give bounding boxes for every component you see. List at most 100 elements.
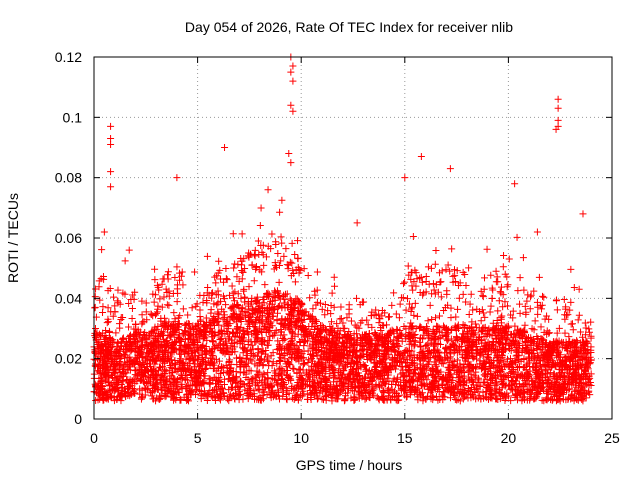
data-point bbox=[520, 389, 528, 397]
data-point bbox=[516, 274, 524, 282]
data-point bbox=[91, 293, 99, 301]
data-point bbox=[427, 264, 435, 272]
data-points bbox=[90, 53, 595, 405]
data-point bbox=[531, 317, 539, 325]
data-point bbox=[138, 386, 146, 394]
data-point bbox=[540, 293, 548, 301]
data-point bbox=[203, 252, 211, 260]
data-point bbox=[526, 342, 534, 350]
data-point bbox=[520, 286, 528, 294]
data-point bbox=[312, 301, 320, 309]
data-point bbox=[199, 298, 207, 306]
data-point bbox=[291, 251, 299, 259]
data-point bbox=[347, 317, 355, 325]
data-point bbox=[432, 314, 440, 322]
data-point bbox=[99, 309, 107, 317]
data-point bbox=[448, 245, 456, 253]
data-point bbox=[314, 394, 322, 402]
data-point bbox=[96, 395, 104, 403]
data-point bbox=[266, 332, 274, 340]
data-point bbox=[434, 323, 442, 331]
data-point bbox=[165, 301, 173, 309]
data-point bbox=[222, 301, 230, 309]
data-point bbox=[481, 339, 489, 347]
data-point bbox=[202, 350, 210, 358]
data-point bbox=[465, 311, 473, 319]
data-point bbox=[255, 386, 263, 394]
data-point bbox=[212, 279, 220, 287]
data-point bbox=[519, 254, 527, 262]
data-point bbox=[316, 299, 324, 307]
data-point bbox=[516, 300, 524, 308]
data-point bbox=[437, 293, 445, 301]
data-point bbox=[214, 269, 222, 277]
data-point bbox=[345, 301, 353, 309]
data-point bbox=[278, 239, 286, 247]
data-point bbox=[274, 250, 282, 258]
data-point bbox=[455, 294, 463, 302]
data-point bbox=[555, 324, 563, 332]
data-point bbox=[372, 330, 380, 338]
data-point bbox=[353, 294, 361, 302]
data-point bbox=[125, 299, 133, 307]
data-point bbox=[424, 372, 432, 380]
data-point bbox=[177, 272, 185, 280]
data-point bbox=[404, 262, 412, 270]
data-point bbox=[277, 257, 285, 265]
data-point bbox=[566, 306, 574, 314]
data-point bbox=[230, 264, 238, 272]
data-point bbox=[138, 320, 146, 328]
data-point bbox=[454, 305, 462, 313]
data-point bbox=[111, 308, 119, 316]
data-point bbox=[238, 230, 246, 238]
data-point bbox=[575, 311, 583, 319]
data-point bbox=[275, 278, 283, 286]
data-point bbox=[497, 289, 505, 297]
data-point bbox=[256, 222, 264, 230]
data-point bbox=[276, 208, 284, 216]
data-point bbox=[453, 323, 461, 331]
data-point bbox=[429, 280, 437, 288]
data-point bbox=[248, 357, 256, 365]
data-point bbox=[528, 376, 536, 384]
data-point bbox=[394, 392, 402, 400]
data-point bbox=[479, 292, 487, 300]
data-point bbox=[289, 364, 297, 372]
data-point bbox=[251, 323, 259, 331]
data-point bbox=[162, 285, 170, 293]
data-point bbox=[411, 299, 419, 307]
data-point bbox=[214, 287, 222, 295]
data-point bbox=[486, 308, 494, 316]
data-point bbox=[561, 329, 569, 337]
data-point bbox=[96, 296, 104, 304]
data-point bbox=[499, 303, 507, 311]
data-point bbox=[585, 328, 593, 336]
data-point bbox=[509, 314, 517, 322]
data-point bbox=[138, 297, 146, 305]
data-point bbox=[272, 238, 280, 246]
data-point bbox=[378, 394, 386, 402]
data-point bbox=[539, 292, 547, 300]
data-point bbox=[309, 305, 317, 313]
data-point bbox=[581, 319, 589, 327]
data-point bbox=[277, 233, 285, 241]
data-point bbox=[515, 362, 523, 370]
data-point bbox=[237, 378, 245, 386]
data-point bbox=[142, 299, 150, 307]
data-point bbox=[570, 283, 578, 291]
data-point bbox=[416, 342, 424, 350]
data-point bbox=[164, 268, 172, 276]
data-point bbox=[209, 289, 217, 297]
data-point bbox=[446, 353, 454, 361]
data-point bbox=[409, 286, 417, 294]
data-point bbox=[399, 294, 407, 302]
data-point bbox=[233, 301, 241, 309]
data-point bbox=[156, 295, 164, 303]
data-point bbox=[103, 319, 111, 327]
data-point bbox=[313, 268, 321, 276]
data-point bbox=[306, 294, 314, 302]
data-point bbox=[114, 339, 122, 347]
data-point bbox=[196, 306, 204, 314]
data-point bbox=[291, 278, 299, 286]
data-point bbox=[188, 304, 196, 312]
